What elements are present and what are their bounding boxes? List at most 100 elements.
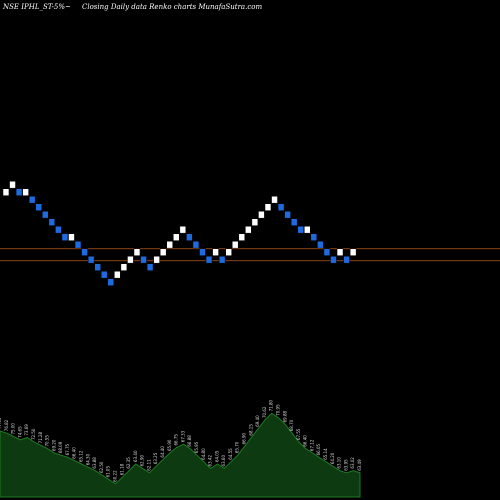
brick-up bbox=[179, 226, 187, 234]
brick-up bbox=[153, 256, 160, 264]
brick-up bbox=[22, 188, 29, 196]
volume-label: 64.20 bbox=[330, 452, 335, 464]
volume-label: 68.15 bbox=[248, 424, 253, 436]
brick-up bbox=[232, 241, 239, 249]
volume-label: 67.12 bbox=[310, 439, 315, 451]
brick-down bbox=[61, 233, 69, 241]
brick-down bbox=[87, 256, 95, 264]
volume-label: 62.90 bbox=[140, 454, 145, 466]
brick-down bbox=[297, 226, 304, 234]
volume-area bbox=[0, 412, 361, 498]
brick-up bbox=[173, 233, 180, 241]
volume-label: 72.50 bbox=[31, 428, 36, 440]
brick-down bbox=[205, 256, 213, 264]
brick-down bbox=[81, 248, 88, 256]
volume-label: 63.95 bbox=[343, 459, 348, 471]
brick-down bbox=[140, 256, 147, 264]
volume-label: 63.42 bbox=[208, 455, 213, 467]
brick-up bbox=[2, 188, 10, 196]
brick-down bbox=[48, 218, 56, 226]
volume-label: 65.14 bbox=[323, 448, 328, 460]
brick-up bbox=[271, 196, 278, 204]
volume-label: 63.40 bbox=[133, 450, 138, 462]
brick-down bbox=[330, 256, 337, 264]
brick-down bbox=[317, 241, 324, 249]
brick-down bbox=[107, 278, 115, 286]
volume-label: 76.82 bbox=[4, 419, 9, 431]
volume-label: 63.25 bbox=[153, 452, 158, 464]
brick-up bbox=[166, 241, 173, 249]
brick-up bbox=[225, 248, 232, 256]
volume-label: 68.70 bbox=[289, 419, 294, 431]
brick-down bbox=[186, 233, 193, 241]
brick-up bbox=[114, 271, 121, 279]
volume-label: 64.40 bbox=[160, 446, 165, 458]
volume-label: 65.90 bbox=[167, 439, 172, 451]
volume-label: 66.90 bbox=[242, 432, 247, 444]
brick-down bbox=[35, 203, 42, 211]
volume-label: 65.70 bbox=[235, 441, 240, 453]
renko-bricks bbox=[2, 181, 357, 286]
volume-label: 70.55 bbox=[45, 435, 50, 447]
chart-subtitle: Closing Daily data Renko charts MunafaSu… bbox=[82, 3, 262, 11]
level-lines bbox=[0, 248, 500, 262]
brick-down bbox=[277, 203, 285, 211]
volume-label: 66.40 bbox=[303, 435, 308, 447]
volume-series bbox=[0, 412, 361, 498]
brick-up bbox=[264, 203, 272, 211]
brick-down bbox=[28, 196, 36, 204]
brick-up bbox=[238, 233, 246, 241]
brick-up bbox=[212, 248, 219, 256]
brick-down bbox=[74, 241, 82, 249]
brick-down bbox=[343, 256, 350, 264]
volume-label: 64.05 bbox=[214, 450, 219, 462]
brick-up bbox=[127, 256, 134, 264]
volume-label: 71.28 bbox=[38, 431, 43, 443]
brick-down bbox=[192, 241, 200, 249]
volume-label: 70.62 bbox=[262, 406, 267, 418]
volume-label: 71.80 bbox=[269, 399, 274, 411]
brick-down bbox=[290, 218, 298, 226]
brick-down bbox=[94, 263, 101, 271]
volume-label: 62.11 bbox=[146, 459, 151, 471]
brick-up bbox=[120, 263, 128, 271]
volume-label: 63.02 bbox=[350, 457, 355, 469]
volume-label: 63.49 bbox=[357, 459, 362, 471]
volume-label: 65.12 bbox=[79, 450, 84, 462]
brick-up bbox=[245, 226, 252, 234]
brick-up bbox=[336, 248, 344, 256]
volume-label: 62.35 bbox=[126, 457, 131, 469]
brick-down bbox=[218, 256, 226, 264]
brick-up bbox=[159, 248, 167, 256]
brick-down bbox=[199, 248, 206, 256]
volume-label: 63.10 bbox=[337, 457, 342, 469]
brick-down bbox=[284, 211, 291, 219]
volume-label: 75.00 bbox=[11, 423, 16, 435]
volume-value-labels: 77.05 76.82 75.00 74.65 73.69 72.50 71.28 70.55… bbox=[0, 399, 362, 481]
volume-label: 67.75 bbox=[65, 443, 70, 455]
volume-label: 66.40 bbox=[72, 447, 77, 459]
brick-up bbox=[251, 218, 259, 226]
volume-label: 64.30 bbox=[85, 453, 90, 465]
volume-label: 69.20 bbox=[51, 439, 56, 451]
volume-label: 61.05 bbox=[106, 466, 111, 478]
brick-up bbox=[304, 226, 311, 234]
volume-label: 73.69 bbox=[24, 424, 29, 436]
volume-label: 67.55 bbox=[296, 428, 301, 440]
volume-label: 70.95 bbox=[276, 404, 281, 416]
brick-up bbox=[68, 233, 75, 241]
volume-label: 65.95 bbox=[194, 441, 199, 453]
volume-label: 63.88 bbox=[92, 457, 97, 469]
volume-label: 66.88 bbox=[187, 435, 192, 447]
volume-label: 77.05 bbox=[0, 417, 2, 429]
chart-symbol-title: NSE IPHL_ST-5%~ bbox=[2, 3, 71, 11]
brick-down bbox=[42, 211, 49, 219]
brick-down bbox=[101, 271, 108, 279]
volume-label: 64.80 bbox=[201, 448, 206, 460]
volume-label: 74.65 bbox=[17, 426, 22, 438]
brick-down bbox=[55, 226, 62, 234]
volume-label: 68.09 bbox=[58, 441, 63, 453]
brick-down bbox=[15, 188, 23, 196]
